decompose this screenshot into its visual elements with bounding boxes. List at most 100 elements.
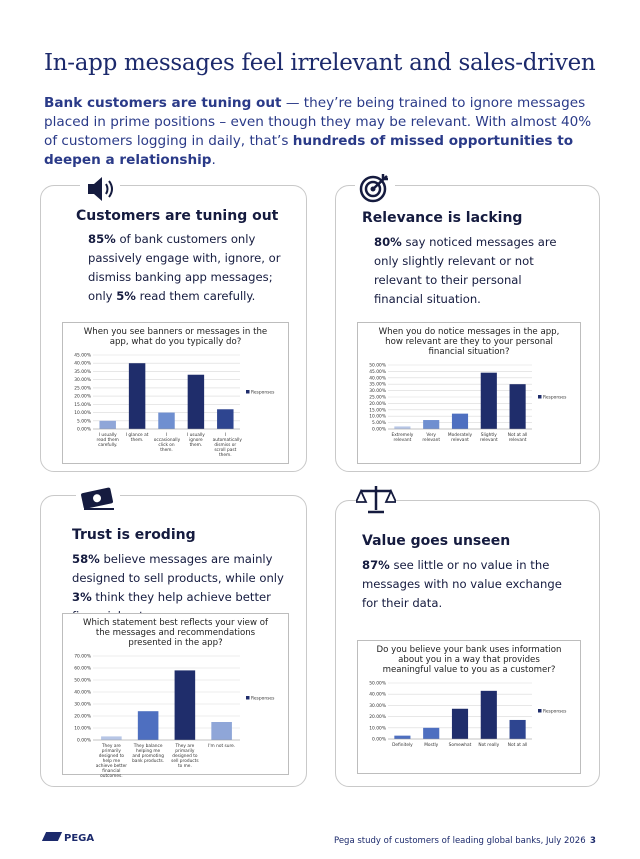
chart-title: When you do notice messages in the app, …	[378, 327, 560, 357]
legend-swatch	[538, 395, 542, 399]
legend-swatch	[538, 709, 542, 713]
y-tick-label: 50.00%	[369, 681, 386, 687]
x-tick-label: I automatically dismiss or scroll past t…	[212, 433, 242, 458]
plot: 0.00%5.00%10.00%15.00%20.00%25.00%30.00%…	[74, 353, 275, 433]
chart-title: Do you believe your bank uses informatio…	[376, 645, 562, 675]
y-tick-label: 70.00%	[74, 654, 91, 660]
x-tick-label: Extremely relevant	[391, 433, 414, 443]
text-run: Bank customers are tuning out	[44, 95, 282, 111]
bar	[158, 412, 175, 429]
y-tick-label: 30.00%	[369, 703, 386, 709]
y-tick-label: 5.00%	[372, 420, 386, 426]
y-tick-label: 40.00%	[369, 375, 386, 381]
y-tick-label: 45.00%	[74, 353, 91, 359]
card-heading: Trust is eroding	[72, 527, 196, 543]
x-tick-label: I occasionally click on them.	[153, 433, 181, 453]
bar	[99, 420, 116, 429]
card-heading: Value goes unseen	[362, 533, 511, 549]
x-tick-label: They are primarily designed to help me a…	[95, 744, 127, 779]
page-number: 3	[590, 836, 596, 846]
text-run: 5%	[116, 289, 136, 303]
text-run: — they’re being trained to ignore messag…	[44, 95, 592, 149]
y-tick-label: 50.00%	[369, 363, 386, 369]
card-body: 80% say noticed messages are only slight…	[374, 233, 574, 309]
bar	[174, 670, 196, 740]
intro: Bank customers are tuning out — they’re …	[44, 94, 604, 170]
y-tick-label: 45.00%	[369, 369, 386, 375]
y-tick-label: 30.00%	[369, 388, 386, 394]
y-tick-label: 40.00%	[74, 361, 91, 367]
y-tick-label: 0.00%	[372, 427, 386, 433]
target-icon	[355, 170, 395, 206]
bar	[509, 719, 526, 739]
speaker-icon	[80, 172, 120, 206]
x-tick-label: Somewhat	[448, 743, 472, 748]
legend-label: Responses	[251, 389, 275, 395]
y-tick-label: 25.00%	[369, 395, 386, 401]
text-run: of bank customers only passively engage …	[88, 232, 281, 303]
bar	[101, 736, 122, 740]
chart-title: When you see banners or messages in the …	[83, 327, 268, 347]
y-tick-label: 15.00%	[369, 407, 386, 413]
bar	[480, 690, 497, 739]
plot: 0.00% 10.00% 20.00% 30.00% 40.00% 50.00% 60.00…	[74, 654, 275, 744]
y-tick-label: 10.00%	[369, 725, 386, 731]
y-tick-label: 35.00%	[74, 369, 91, 375]
x-tick-label: I usually read them carefully.	[96, 433, 119, 448]
y-tick-label: 35.00%	[369, 382, 386, 388]
plot: 0.00% 10.00% 20.00% 30.00% 40.00% 50.00% Respo…	[369, 681, 567, 743]
bar	[451, 708, 469, 739]
legend-swatch	[246, 696, 250, 700]
x-tick-label: Very relevant	[422, 433, 441, 443]
y-tick-label: 40.00%	[369, 692, 386, 698]
y-tick-label: 10.00%	[369, 414, 386, 420]
x-tick-label: Definitely	[392, 743, 413, 748]
legend-swatch	[246, 390, 250, 394]
bar	[394, 735, 411, 739]
y-tick-label: 0.00%	[77, 427, 91, 433]
plot: 0.00%5.00%10.00%15.00%20.00%25.00%30.00%…	[369, 363, 567, 433]
x-tick-label: Mostly	[424, 743, 439, 748]
y-tick-label: 60.00%	[74, 666, 91, 672]
scale-icon	[356, 482, 396, 516]
x-tick-label: They are primarily designed to sell prod…	[171, 744, 199, 769]
y-tick-label: 30.00%	[74, 377, 91, 383]
bar	[451, 413, 469, 429]
bar	[480, 372, 497, 429]
x-tick-label: Not at all	[507, 743, 528, 748]
bar	[217, 409, 234, 429]
x-tick-label: I glance at them.	[125, 433, 149, 443]
y-tick-label: 20.00%	[74, 394, 91, 400]
text-run: hundreds of missed opportunities to deep…	[44, 133, 574, 168]
text-run: see little or no value in the messages w…	[362, 558, 562, 610]
bar	[423, 420, 440, 429]
bar	[187, 374, 205, 429]
legend-label: Responses	[543, 394, 567, 400]
chart-title: Which statement best reflects your view …	[82, 618, 269, 648]
x-tick-label: Slightly relevant	[479, 433, 498, 443]
bar	[211, 722, 232, 740]
text-run: 85%	[88, 232, 116, 246]
x-tick-label: They balance helping me and promoting ba…	[132, 744, 165, 764]
text-run: .	[211, 152, 216, 168]
bar	[137, 711, 159, 740]
footer-source: Pega study of customers of leading globa…	[334, 836, 586, 846]
y-tick-label: 5.00%	[77, 418, 91, 424]
y-tick-label: 20.00%	[74, 714, 91, 720]
text-run: 3%	[72, 590, 92, 604]
logo-text: PEGA	[64, 833, 95, 844]
card-body: 87% see little or no value in the messag…	[362, 556, 577, 613]
x-tick-label: Moderately relevant	[447, 433, 473, 443]
card-heading: Relevance is lacking	[362, 210, 523, 226]
y-tick-label: 10.00%	[74, 410, 91, 416]
x-tick-label: I usually ignore them.	[186, 433, 205, 448]
x-tick-label: Not really	[478, 743, 500, 748]
page-title: In-app messages feel irrelevant and sale…	[44, 50, 596, 76]
chart: When you see banners or messages in the …	[62, 322, 289, 464]
legend-label: Responses	[251, 695, 275, 701]
text-run: 87%	[362, 558, 390, 572]
card-heading: Customers are tuning out	[76, 208, 279, 224]
text-run: say noticed messages are only slightly r…	[374, 235, 557, 306]
chart: Do you believe your bank uses informatio…	[357, 640, 581, 774]
